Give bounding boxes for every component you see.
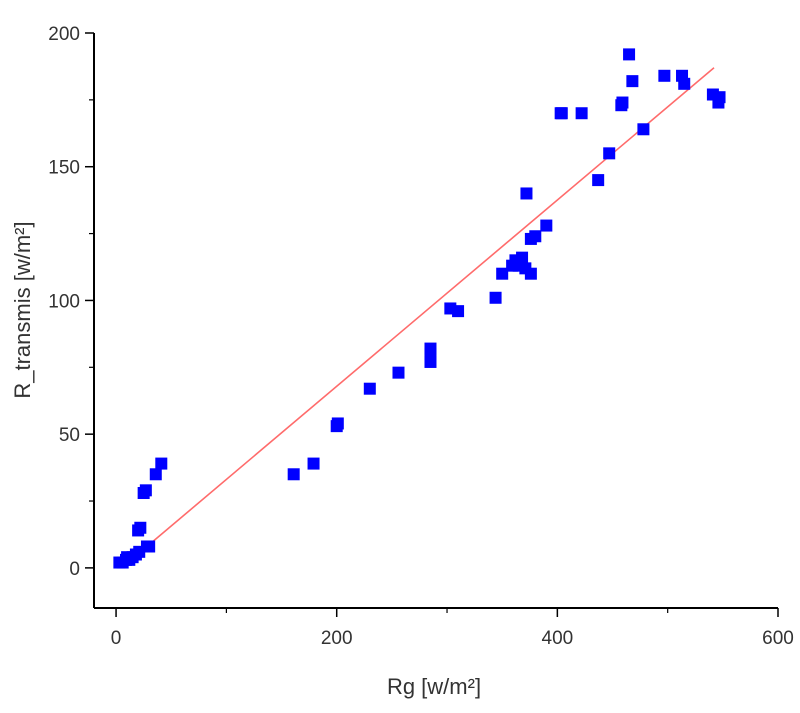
fit-line — [121, 67, 715, 569]
y-tick-label: 0 — [69, 559, 80, 580]
data-point — [575, 107, 588, 120]
data-point — [496, 267, 509, 280]
data-point — [121, 551, 134, 564]
data-point — [592, 174, 605, 187]
data-point — [637, 123, 650, 136]
y-tick-label: 200 — [48, 24, 80, 45]
y-tick-label: 50 — [59, 425, 80, 446]
data-point — [678, 77, 691, 90]
data-point — [626, 75, 639, 88]
data-point — [489, 291, 502, 304]
data-point — [452, 305, 465, 318]
y-tick-label: 150 — [48, 158, 80, 179]
data-point — [424, 342, 437, 355]
data-point — [287, 468, 300, 481]
data-point — [713, 91, 726, 104]
data-point — [658, 69, 671, 82]
data-point — [132, 524, 145, 537]
data-point — [524, 267, 537, 280]
data-point — [363, 382, 376, 395]
data-point — [616, 96, 629, 109]
x-axis-title: Rg [w/m²] — [387, 674, 481, 699]
data-point — [149, 468, 162, 481]
data-point — [603, 147, 616, 160]
data-point — [143, 540, 156, 553]
y-axis-title: R_transmis [w/m²] — [10, 221, 35, 398]
data-point — [392, 366, 405, 379]
y-tick-label: 100 — [48, 291, 80, 312]
data-point — [137, 487, 150, 499]
x-tick-label: 200 — [321, 628, 353, 649]
data-point — [307, 457, 320, 470]
data-point — [529, 230, 542, 243]
data-point — [516, 251, 529, 264]
data-point — [520, 187, 533, 200]
data-point — [331, 417, 344, 430]
x-tick-label: 0 — [111, 628, 122, 649]
data-points-layer — [113, 48, 726, 569]
x-tick-label: 400 — [542, 628, 574, 649]
fit-line-layer — [121, 67, 715, 569]
data-point — [555, 107, 568, 120]
data-point — [155, 457, 168, 470]
data-point — [623, 48, 636, 61]
x-tick-label: 600 — [762, 628, 794, 649]
data-point — [540, 219, 553, 232]
ticks-layer: 0 200 400 600 0 50 100 150 200 — [48, 24, 794, 649]
axes-layer — [93, 33, 778, 609]
